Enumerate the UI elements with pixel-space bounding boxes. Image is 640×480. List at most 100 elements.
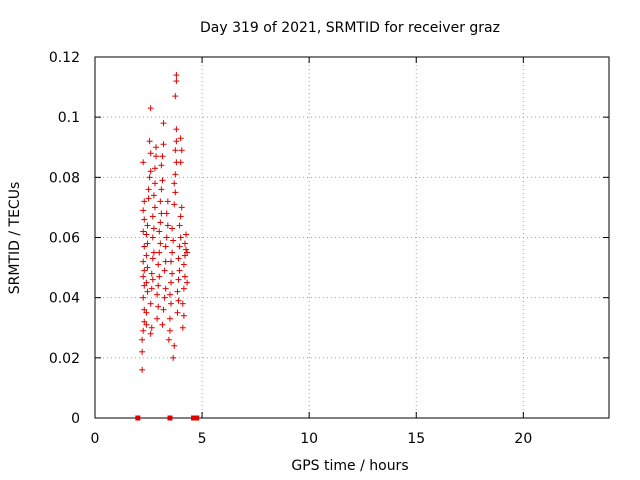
data-point xyxy=(180,261,187,268)
data-point xyxy=(149,213,156,220)
data-point xyxy=(143,252,150,259)
x-tick-label: 20 xyxy=(514,431,532,447)
data-point xyxy=(168,258,175,265)
y-tick-label: 0.06 xyxy=(49,231,80,247)
data-point xyxy=(174,288,181,295)
data-point xyxy=(149,276,156,283)
data-point xyxy=(176,267,183,274)
data-point xyxy=(147,300,154,307)
data-point xyxy=(162,258,169,265)
data-point xyxy=(166,291,173,298)
data-point xyxy=(166,315,173,322)
data-point xyxy=(147,150,154,157)
data-point xyxy=(173,138,180,145)
data-point xyxy=(149,234,156,241)
data-point xyxy=(144,288,151,295)
baseline-point xyxy=(167,415,173,421)
y-tick-label: 0 xyxy=(71,411,80,427)
data-point xyxy=(157,240,164,247)
data-point xyxy=(183,231,190,238)
data-point xyxy=(140,327,147,334)
data-point xyxy=(141,198,148,205)
data-point xyxy=(162,243,169,250)
data-point xyxy=(164,198,171,205)
axis-ticks: 0 5 10 15 20 0 0.02 0.04 0.06 0.08 0.1 0.12 xyxy=(49,50,609,447)
data-point xyxy=(141,216,148,223)
data-point xyxy=(163,210,170,217)
data-point xyxy=(170,237,177,244)
data-point xyxy=(146,138,153,145)
data-point xyxy=(166,327,173,334)
data-point xyxy=(158,210,165,217)
data-point xyxy=(140,258,147,265)
data-point xyxy=(181,273,188,280)
data-point xyxy=(183,246,190,253)
data-point xyxy=(171,201,178,208)
data-point xyxy=(169,249,176,256)
data-point xyxy=(161,267,168,274)
data-point xyxy=(175,276,182,283)
data-point xyxy=(141,306,148,313)
data-point xyxy=(147,168,154,175)
x-tick-label: 10 xyxy=(300,431,318,447)
data-point xyxy=(151,180,158,187)
data-point xyxy=(151,165,158,172)
data-point xyxy=(139,348,146,355)
y-tick-label: 0.08 xyxy=(49,170,80,186)
x-axis-label: GPS time / hours xyxy=(291,458,408,474)
data-point xyxy=(144,240,151,247)
data-point xyxy=(178,204,185,211)
data-point xyxy=(148,285,155,292)
data-point xyxy=(159,177,166,184)
data-point xyxy=(139,366,146,373)
data-point xyxy=(184,249,191,256)
data-point xyxy=(174,309,181,316)
data-point xyxy=(162,285,169,292)
data-point xyxy=(179,300,186,307)
data-point xyxy=(160,306,167,313)
data-point xyxy=(170,354,177,361)
data-point xyxy=(164,222,171,229)
data-point xyxy=(155,303,162,310)
data-point xyxy=(156,249,163,256)
data-point xyxy=(139,336,146,343)
data-point xyxy=(177,159,184,166)
data-point xyxy=(147,330,154,337)
data-point xyxy=(144,264,151,271)
data-point xyxy=(169,225,176,232)
data-point xyxy=(177,213,184,220)
data-point xyxy=(140,228,147,235)
data-point xyxy=(159,321,166,328)
data-point xyxy=(157,219,164,226)
data-point xyxy=(172,171,179,178)
data-point xyxy=(147,105,154,112)
data-point xyxy=(168,300,175,307)
grid-lines xyxy=(95,57,609,418)
data-point xyxy=(150,225,157,232)
data-point xyxy=(155,282,162,289)
data-point xyxy=(141,318,148,325)
y-tick-label: 0.04 xyxy=(49,291,80,307)
data-point xyxy=(163,234,170,241)
data-point xyxy=(169,270,176,277)
baseline-point xyxy=(191,415,197,421)
data-point xyxy=(151,204,158,211)
x-tick-label: 5 xyxy=(198,431,207,447)
data-point xyxy=(141,282,148,289)
data-point xyxy=(153,153,160,160)
y-tick-label: 0.1 xyxy=(58,110,80,126)
data-point xyxy=(184,279,191,286)
data-point xyxy=(143,321,150,328)
data-point xyxy=(156,228,163,235)
baseline-point xyxy=(135,415,141,421)
data-point xyxy=(175,255,182,262)
data-point xyxy=(149,255,156,262)
data-point xyxy=(154,291,161,298)
data-point xyxy=(173,72,180,79)
data-point xyxy=(172,147,179,154)
data-point xyxy=(141,243,148,250)
data-point xyxy=(178,147,185,154)
data-point xyxy=(140,294,147,301)
data-point xyxy=(175,297,182,304)
data-point xyxy=(143,309,150,316)
